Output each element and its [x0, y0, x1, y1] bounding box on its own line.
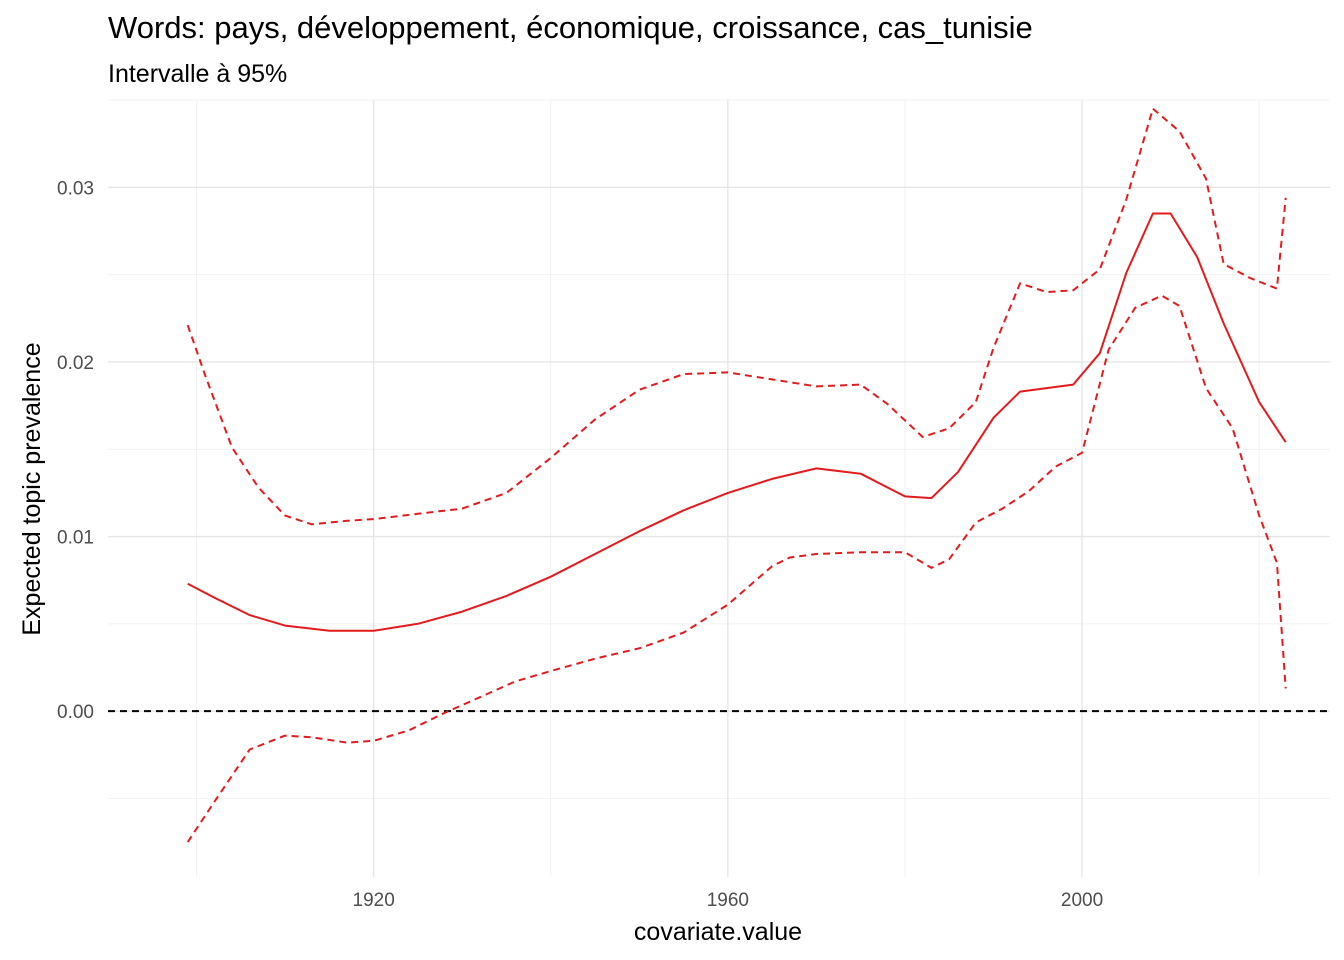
y-tick-label: 0.01 [57, 528, 94, 549]
x-tick-label: 1960 [707, 890, 749, 911]
series-line-estimate [187, 212, 1287, 632]
chart-title: Words: pays, développement, économique, … [108, 10, 1033, 45]
series-line-lower [186, 294, 1287, 843]
y-axis-title: Expected topic prevalence [18, 342, 46, 635]
x-tick-label: 1920 [353, 890, 395, 911]
y-tick-label: 0.03 [57, 178, 94, 199]
x-axis-title: covariate.value [634, 918, 802, 946]
series-line-upper [186, 107, 1287, 526]
y-tick-label: 0.00 [57, 702, 94, 723]
tick-labels: 1920 1960 2000 0.00 0.01 0.02 0.03 [57, 178, 1103, 911]
series-group [186, 107, 1287, 843]
y-tick-label: 0.02 [57, 353, 94, 374]
x-tick-label: 2000 [1061, 890, 1103, 911]
chart-subtitle: Intervalle à 95% [108, 60, 288, 88]
gridlines [108, 99, 1330, 877]
